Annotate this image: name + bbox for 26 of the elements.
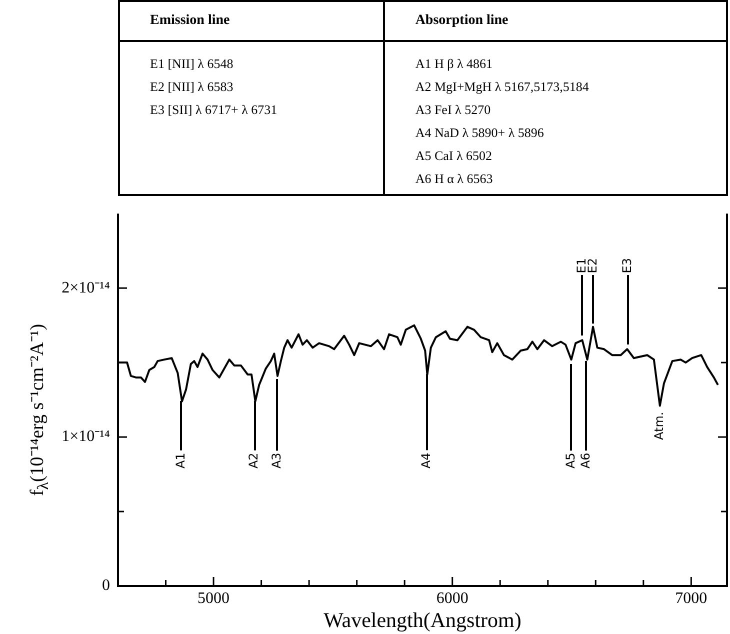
x-tick-label: 7000: [675, 590, 708, 607]
text: Absorption line: [384, 1, 727, 41]
y-tick-label: 2×10⁻¹⁴: [62, 279, 110, 296]
x-tick-label: 6000: [436, 590, 468, 607]
annotation: E3: [620, 258, 634, 274]
annotation: Atm.: [652, 412, 666, 440]
text: E3 [SII] λ 6717+ λ 6731: [150, 101, 278, 119]
text: A5 CaI λ 6502: [415, 147, 494, 165]
y-tick-label: 1×10⁻¹⁴: [62, 428, 110, 446]
x-axis-title: Wavelength(Angstrom): [324, 608, 522, 632]
x-tick-label: 5000: [198, 590, 230, 607]
text: A1 H β λ 4861: [415, 55, 494, 73]
text: A2 MgI+MgH λ 5167,5173,5184: [415, 78, 590, 96]
text: A4 NaD λ 5890+ λ 5896: [415, 124, 545, 142]
y-tick-label: 0: [102, 577, 110, 594]
text: A6 H α λ 6563: [415, 170, 494, 188]
annotation: A2: [246, 452, 261, 469]
text: E1 [NII] λ 6548: [150, 55, 234, 73]
text: E2 [NII] λ 6583: [150, 78, 234, 96]
annotation: A1: [173, 452, 188, 469]
annotation: A5: [563, 452, 578, 469]
text: A3 FeI λ 5270: [415, 101, 492, 119]
annotation: A6: [578, 452, 592, 469]
annotation: A4: [418, 452, 433, 469]
text: Emission line: [119, 1, 384, 41]
annotation: A3: [269, 452, 284, 469]
